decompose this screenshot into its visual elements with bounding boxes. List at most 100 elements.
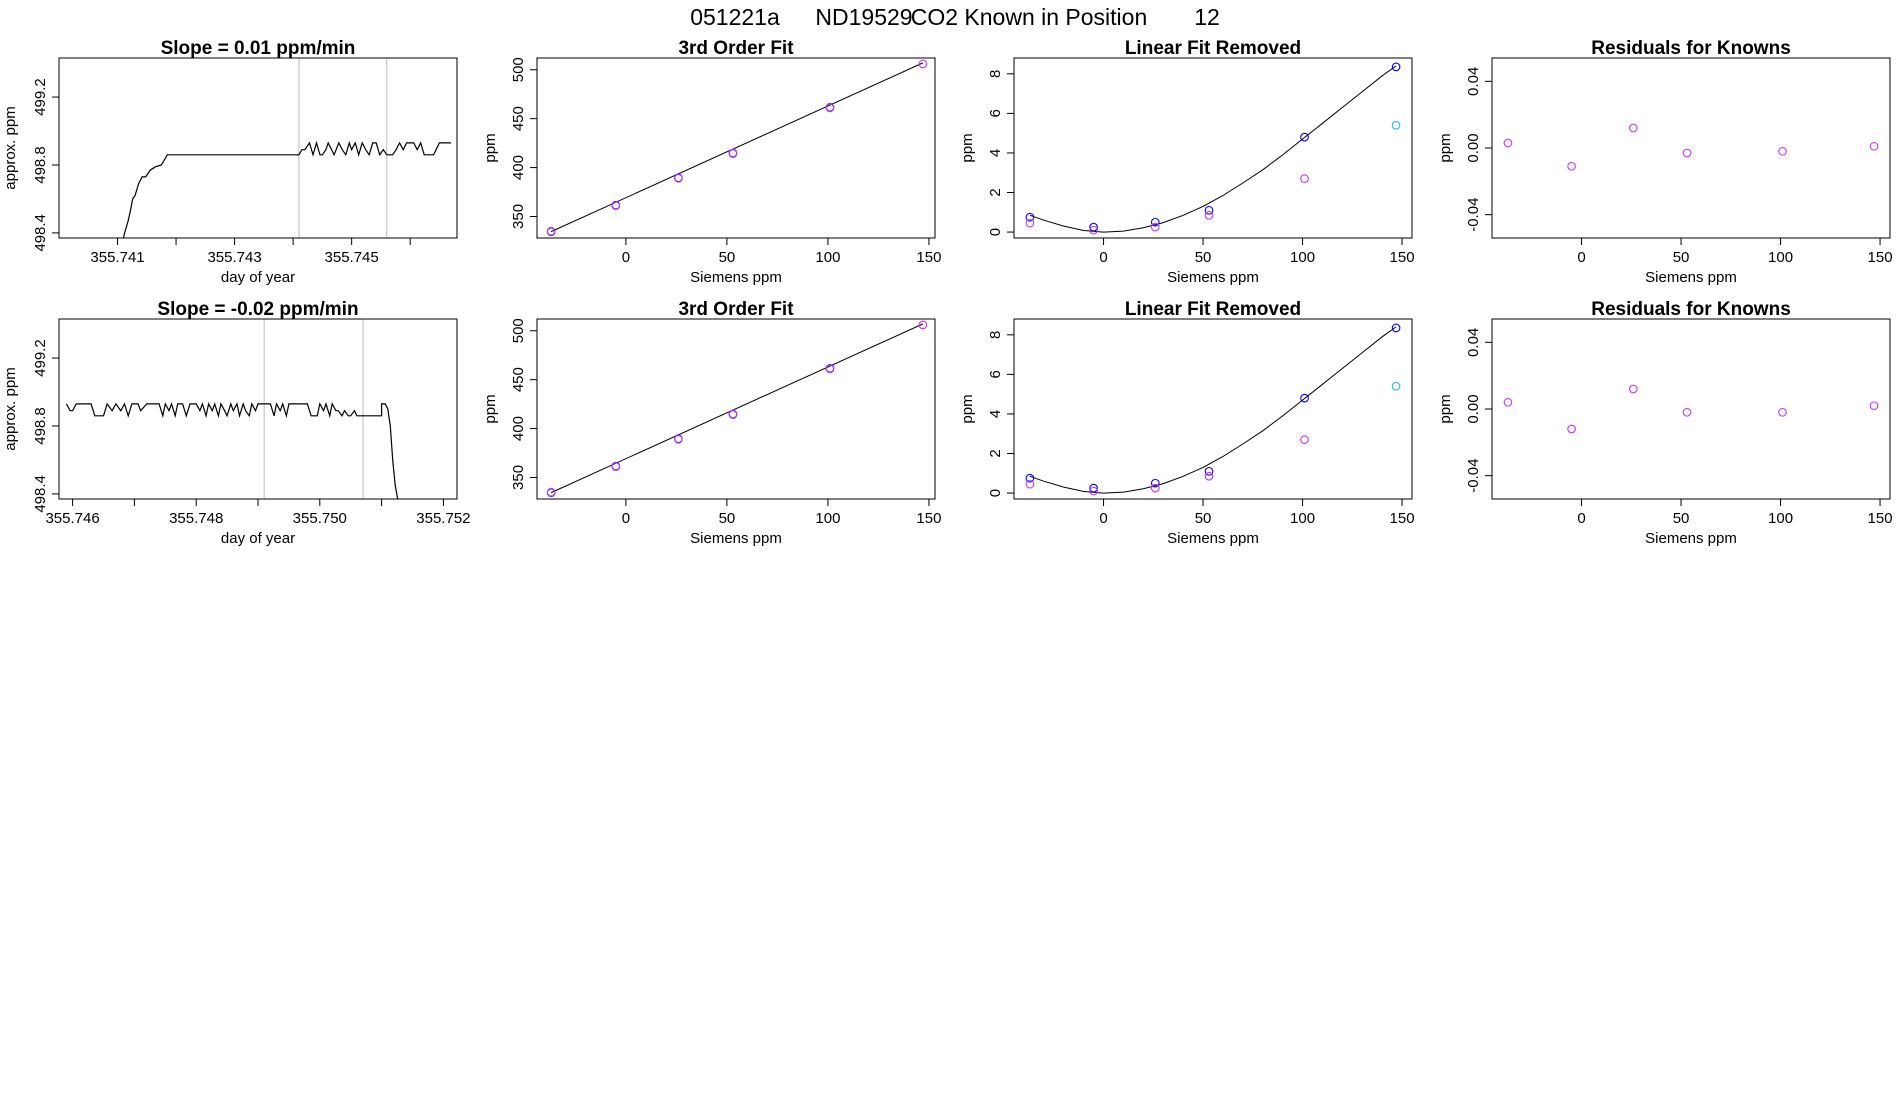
data-point-blue bbox=[1089, 483, 1098, 493]
data-point-magenta bbox=[1503, 397, 1513, 407]
x-tick-label: 355.752 bbox=[416, 510, 470, 527]
data-point-magenta bbox=[1025, 218, 1035, 228]
x-tick-label: 0 bbox=[1577, 249, 1585, 266]
x-tick-label: 50 bbox=[1195, 249, 1212, 266]
panel-1: 355.741 355.743 355.745 498.4 498.8 499.2 Slop… bbox=[2, 38, 458, 286]
fit-curve bbox=[1029, 65, 1397, 233]
y-tick-label: 0.04 bbox=[1465, 328, 1482, 357]
data-point-magenta bbox=[825, 103, 835, 113]
data-point-magenta bbox=[546, 487, 556, 497]
data-point-magenta bbox=[1025, 479, 1035, 489]
panel-title: Residuals for Knowns bbox=[1591, 299, 1791, 320]
data-point-magenta bbox=[1300, 174, 1309, 184]
y-tick-label: 4 bbox=[987, 149, 1004, 157]
data-point-magenta bbox=[674, 173, 683, 183]
data-point-blue bbox=[1391, 323, 1401, 333]
panel-6: 0 50 100 150 350 400 450 500 3rd Order Fit Siemen… bbox=[482, 299, 941, 547]
x-tick-label: 100 bbox=[1290, 249, 1315, 266]
x-tick-label: 100 bbox=[1290, 510, 1315, 527]
x-tick-label: 150 bbox=[916, 249, 941, 266]
fit-line bbox=[550, 62, 924, 233]
data-point-magenta bbox=[825, 364, 835, 374]
data-point-magenta bbox=[918, 59, 928, 69]
data-point-blue bbox=[1300, 132, 1309, 142]
x-axis-label: Siemens ppm bbox=[1645, 269, 1737, 286]
x-axis-label: Siemens ppm bbox=[690, 530, 782, 547]
x-tick-label: 355.741 bbox=[90, 249, 144, 266]
y-tick-label: 498.8 bbox=[32, 146, 49, 184]
data-point-magenta bbox=[1300, 435, 1309, 445]
data-point-magenta bbox=[1503, 138, 1513, 148]
y-tick-label: 8 bbox=[987, 331, 1004, 339]
y-axis-label: ppm bbox=[1437, 394, 1454, 423]
x-tick-label: 50 bbox=[1195, 510, 1212, 527]
y-tick-label: 0 bbox=[987, 489, 1004, 497]
panel-title: 3rd Order Fit bbox=[678, 299, 794, 320]
x-tick-label: 0 bbox=[1099, 510, 1107, 527]
data-point-magenta bbox=[1682, 407, 1692, 417]
panel-grid: 355.741 355.743 355.745 498.4 498.8 499.2 Slop… bbox=[2, 38, 1893, 547]
panel-title: Linear Fit Removed bbox=[1125, 299, 1301, 320]
x-tick-label: 100 bbox=[1768, 249, 1793, 266]
figure-title-position: 12 bbox=[1194, 4, 1220, 30]
data-point-magenta bbox=[546, 226, 556, 236]
y-tick-label: 0.04 bbox=[1465, 67, 1482, 96]
x-tick-label: 355.750 bbox=[293, 510, 347, 527]
panel-2: 0 50 100 150 350 400 450 500 3rd Order Fit Siemen… bbox=[482, 38, 941, 286]
data-point-magenta bbox=[1682, 148, 1692, 158]
plot-frame bbox=[1013, 318, 1413, 500]
data-point-cyan bbox=[1391, 120, 1401, 130]
panel-title: 3rd Order Fit bbox=[678, 38, 794, 59]
panel-7: 0 50 100 150 0 2 4 6 8 Linear Fit Removed Siemens … bbox=[959, 299, 1415, 547]
panel-5: 355.746 355.748 355.750 355.752 498.4 498.8 49… bbox=[2, 299, 471, 547]
data-point-magenta bbox=[1567, 161, 1576, 171]
x-axis-label: Siemens ppm bbox=[1167, 269, 1259, 286]
y-tick-label: 450 bbox=[510, 367, 527, 392]
x-axis-label: Siemens ppm bbox=[1645, 530, 1737, 547]
panel-title: Slope = -0.02 ppm/min bbox=[157, 299, 358, 320]
data-point-blue bbox=[1025, 212, 1035, 222]
data-point-magenta bbox=[674, 434, 683, 444]
y-axis-label: ppm bbox=[959, 133, 976, 162]
x-axis-label: day of year bbox=[221, 269, 295, 286]
figure-title-description: CO2 Known in Position bbox=[911, 4, 1148, 30]
y-tick-label: 0.00 bbox=[1465, 133, 1482, 162]
x-tick-label: 355.746 bbox=[45, 510, 99, 527]
data-point-magenta bbox=[1204, 210, 1214, 220]
y-tick-label: 498.4 bbox=[32, 214, 49, 252]
x-tick-label: 100 bbox=[815, 249, 840, 266]
data-point-blue bbox=[1300, 393, 1309, 403]
y-tick-label: 498.4 bbox=[32, 475, 49, 513]
y-tick-label: 400 bbox=[510, 155, 527, 180]
x-tick-label: 50 bbox=[1673, 510, 1690, 527]
x-tick-label: 150 bbox=[1390, 249, 1415, 266]
data-point-blue bbox=[1150, 217, 1160, 227]
y-tick-label: 500 bbox=[510, 57, 527, 82]
x-tick-label: 50 bbox=[719, 249, 736, 266]
y-tick-label: 450 bbox=[510, 106, 527, 131]
y-tick-label: 498.8 bbox=[32, 407, 49, 445]
figure-title-date: 051221a bbox=[690, 4, 780, 30]
y-axis-label: ppm bbox=[482, 394, 499, 423]
y-tick-label: 6 bbox=[987, 370, 1004, 378]
data-point-magenta bbox=[1150, 222, 1160, 232]
data-point-magenta bbox=[1204, 471, 1214, 481]
x-tick-label: 355.743 bbox=[207, 249, 261, 266]
data-point-magenta bbox=[1089, 225, 1098, 235]
y-tick-label: 0.00 bbox=[1465, 394, 1482, 423]
data-point-blue bbox=[1025, 473, 1035, 483]
data-point-magenta bbox=[728, 409, 738, 419]
data-point-blue bbox=[1150, 478, 1160, 488]
data-point-magenta bbox=[1869, 401, 1879, 411]
plot-frame bbox=[536, 318, 936, 500]
data-point-magenta bbox=[1567, 424, 1576, 434]
plot-frame bbox=[58, 318, 458, 500]
y-tick-label: 6 bbox=[987, 109, 1004, 117]
y-tick-label: 400 bbox=[510, 416, 527, 441]
figure-title-tank: ND19529 bbox=[815, 4, 912, 30]
plot-frame bbox=[1013, 57, 1413, 239]
plot-frame bbox=[536, 57, 936, 239]
x-axis-label: Siemens ppm bbox=[690, 269, 782, 286]
x-tick-label: 50 bbox=[1673, 249, 1690, 266]
